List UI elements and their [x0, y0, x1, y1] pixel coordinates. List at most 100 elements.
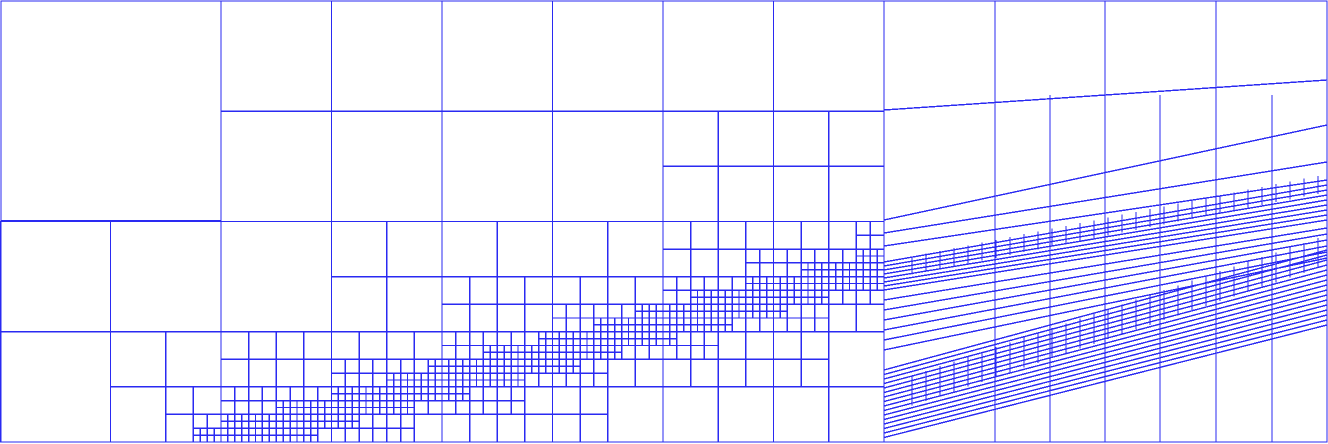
- mesh-cell: [517, 351, 526, 361]
- mesh-cell: [607, 324, 616, 333]
- mesh-cell: [420, 386, 429, 395]
- mesh-cell: [696, 317, 706, 326]
- mesh-cell: [607, 220, 664, 278]
- mesh-cell: [855, 220, 871, 236]
- mesh-cell: [482, 358, 492, 367]
- mesh-cell: [703, 324, 713, 333]
- mesh-cell: [676, 275, 692, 292]
- mesh-cell: [551, 386, 581, 416]
- mesh-cell: [834, 269, 844, 278]
- mesh-cell: [841, 269, 851, 278]
- mesh-cell: [765, 282, 775, 292]
- mesh-cell: [572, 337, 581, 347]
- mesh-cell: [399, 406, 409, 416]
- mesh-cell: [689, 303, 699, 312]
- mesh-cell: [441, 344, 457, 361]
- mesh-cell: [731, 289, 740, 298]
- mesh-cell: [662, 358, 692, 388]
- mesh-cell: [758, 303, 768, 312]
- mesh-cell: [662, 317, 671, 326]
- mesh-cell: [524, 331, 540, 347]
- mesh-cell: [786, 303, 802, 319]
- mesh-cell: [800, 331, 830, 361]
- mesh-cell: [261, 399, 277, 416]
- mesh-cell: [289, 386, 305, 402]
- mesh-cell: [441, 358, 450, 367]
- mesh-cell: [800, 282, 809, 292]
- mesh-cell: [496, 379, 505, 388]
- mesh-cell: [676, 331, 692, 347]
- mesh-cell: [351, 393, 360, 402]
- mesh-cell: [275, 434, 284, 443]
- mesh-cell: [662, 386, 719, 443]
- mesh-cell: [593, 331, 602, 340]
- mesh-cell: [330, 331, 360, 361]
- mesh-cell: [330, 413, 340, 423]
- mesh-cell: [641, 317, 650, 326]
- mesh-cell: [800, 248, 816, 264]
- mesh-cell: [689, 324, 699, 333]
- mesh-cell: [531, 365, 540, 374]
- mesh-cell: [524, 365, 533, 374]
- mesh-cell: [386, 220, 443, 278]
- mesh-cell: [662, 220, 692, 250]
- mesh-cell: [855, 269, 864, 278]
- mesh-cell: [641, 337, 650, 347]
- mesh-cell: [821, 282, 830, 292]
- mesh-cell: [399, 413, 416, 429]
- mesh-cell: [772, 220, 802, 250]
- mesh-cell: [786, 296, 795, 305]
- mesh-cell: [558, 344, 568, 354]
- mesh-cell: [441, 386, 450, 395]
- mesh-cell: [475, 365, 485, 374]
- mesh-cell: [448, 393, 457, 402]
- mesh-cell: [296, 406, 305, 416]
- mesh-cell: [310, 434, 319, 443]
- mesh-cell: [793, 289, 802, 298]
- mesh-cell: [669, 331, 678, 340]
- mesh-cell: [386, 331, 416, 361]
- mesh-cell: [786, 275, 795, 285]
- mesh-cell: [848, 282, 858, 292]
- mesh-cell: [772, 282, 782, 292]
- mesh-cell: [475, 358, 485, 367]
- mesh-cell: [227, 413, 236, 423]
- mesh-cell: [192, 386, 222, 416]
- mesh-cell: [468, 372, 478, 381]
- mesh-cell: [275, 420, 284, 429]
- mesh-cell: [855, 282, 864, 292]
- mesh-cell: [503, 344, 512, 354]
- mesh-cell: [662, 344, 678, 361]
- mesh-cell: [662, 165, 719, 223]
- mesh-cell: [689, 317, 699, 326]
- mesh-cell: [109, 331, 167, 388]
- mesh-cell: [468, 344, 485, 361]
- mesh-cell: [745, 331, 775, 361]
- mesh-cell: [310, 406, 319, 416]
- mesh-cell: [607, 386, 664, 443]
- mesh-cell: [752, 282, 761, 292]
- mesh-cell: [310, 427, 319, 436]
- mesh-cell: [648, 337, 657, 347]
- mesh-cell: [503, 372, 512, 381]
- mesh-cell: [683, 317, 692, 326]
- mesh-cell: [406, 379, 416, 388]
- mesh-cell: [627, 337, 637, 347]
- mesh-cell: [828, 269, 837, 278]
- mesh-cell: [551, 0, 664, 112]
- mesh-cell: [434, 358, 443, 367]
- mesh-cell: [496, 331, 512, 347]
- mesh-cell: [683, 310, 692, 319]
- mesh-cell: [303, 386, 319, 402]
- mesh-cell: [765, 289, 775, 298]
- mesh-cell: [717, 317, 726, 326]
- mesh-cell: [655, 337, 664, 347]
- mesh-cell: [358, 372, 374, 388]
- mesh-cell: [537, 358, 547, 367]
- mesh-cell: [634, 337, 643, 347]
- mesh-cell: [869, 275, 878, 285]
- mesh-cell: [434, 393, 443, 402]
- mesh-cell: [745, 303, 754, 312]
- mesh-cell: [724, 324, 733, 333]
- mesh-cell: [634, 275, 664, 305]
